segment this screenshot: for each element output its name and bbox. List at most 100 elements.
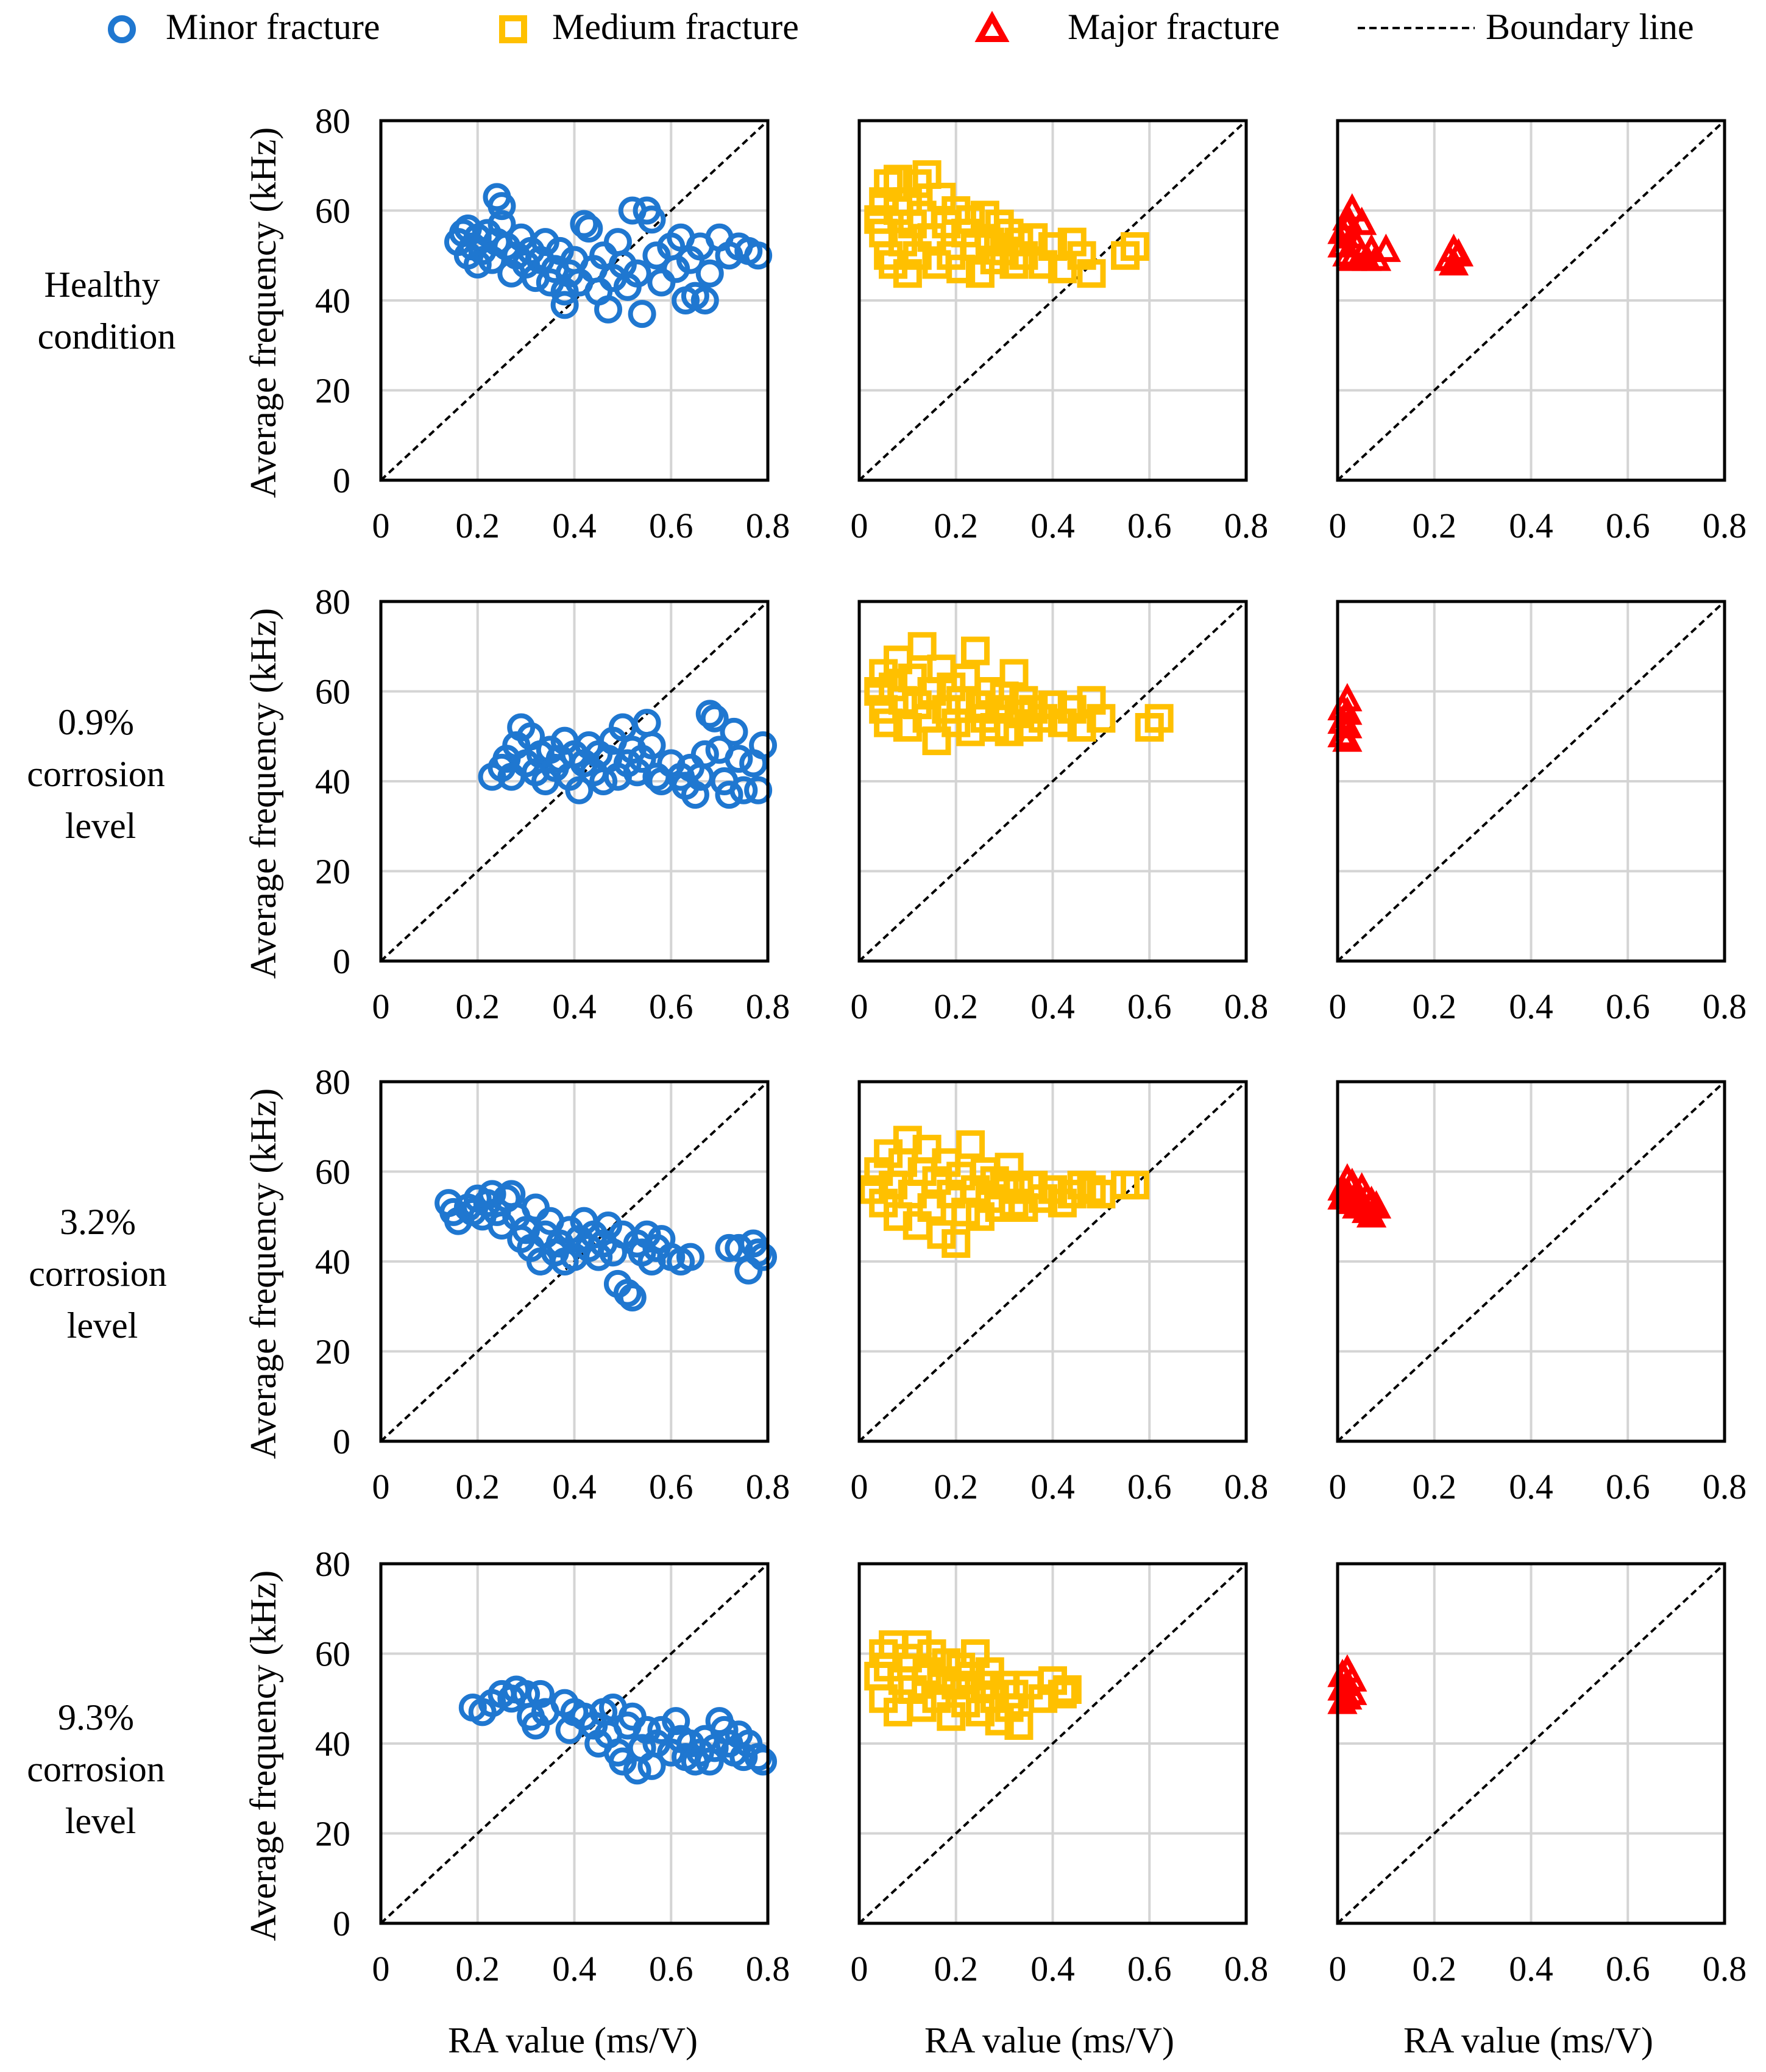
x-tick-label: 0.2 <box>934 1467 979 1506</box>
y-tick-label: 20 <box>315 371 350 411</box>
x-tick-label: 0.8 <box>746 987 790 1026</box>
x-tick-label: 0.2 <box>456 1467 500 1506</box>
row-label-9-3-percent: 9.3% corrosion level <box>27 1697 174 1841</box>
y-tick-label: 60 <box>315 1152 350 1192</box>
data-point <box>1347 207 1377 235</box>
y-tick-label: 40 <box>315 762 350 801</box>
x-tick-label: 0.8 <box>1224 987 1269 1026</box>
legend-boundary-label: Boundary line <box>1486 7 1694 47</box>
panel-r3-c1: 0 0.2 0.4 0.6 0.8 0 20 40 60 80 Average frequency … <box>243 1062 790 1506</box>
boundary-line <box>858 119 1247 481</box>
y-tick-label: 0 <box>333 1904 350 1943</box>
y-tick-label: 80 <box>315 1062 350 1102</box>
x-tick-label: 0.2 <box>1413 987 1457 1026</box>
data-point <box>603 228 632 257</box>
x-axis-titles: RA value (ms/V) RA value (ms/V) RA value… <box>448 2020 1653 2060</box>
data-point <box>749 1747 778 1776</box>
x-tick-label: 0.8 <box>1703 987 1747 1026</box>
series-minor-fracture <box>478 700 778 809</box>
x-tick-label: 0.4 <box>1030 1949 1075 1989</box>
data-point <box>956 1130 985 1159</box>
data-point <box>700 704 729 733</box>
data-point <box>575 215 603 243</box>
panel-r2-c1: 0 0.2 0.4 0.6 0.8 0 20 40 60 80 Average frequency … <box>243 582 790 1026</box>
x-tick-label: 0.6 <box>1606 506 1650 545</box>
data-point <box>744 1743 773 1772</box>
series-medium-fracture <box>859 1126 1149 1258</box>
data-point <box>662 1707 690 1736</box>
legend-minor-label: Minor fracture <box>166 7 380 47</box>
x-tick-label: 0.2 <box>934 987 979 1026</box>
x-tick-label: 0 <box>1329 1949 1347 1989</box>
series-minor-fracture <box>444 183 773 328</box>
panel-r1-c1: 0 0.2 0.4 0.6 0.8 0 20 40 60 80 Average frequency … <box>243 101 790 545</box>
y-axis-title: Average frequency (kHz) <box>243 608 283 979</box>
data-point <box>695 259 724 288</box>
x-tick-label: 0.6 <box>1127 1949 1172 1989</box>
legend-major-marker <box>974 10 1010 42</box>
x-tick-label: 0.8 <box>1224 1949 1269 1989</box>
series-minor-fracture <box>434 1180 778 1311</box>
x-tick-label: 0.6 <box>1127 1467 1172 1506</box>
data-point <box>584 1243 613 1271</box>
row-label-9-3-line-3: level <box>65 1801 137 1841</box>
x-tick-label: 0.8 <box>1703 1949 1747 1989</box>
x-tick-label: 0.4 <box>1509 506 1553 545</box>
data-point <box>946 254 976 283</box>
data-point <box>1332 683 1363 712</box>
data-point <box>570 210 598 238</box>
x-tick-label: 0.6 <box>1606 1949 1650 1989</box>
row-label-healthy-line-1: Healthy <box>44 264 160 305</box>
row-label-3-2-line-1: 3.2% <box>60 1202 136 1242</box>
data-point <box>961 1639 990 1668</box>
panel-r1-c2: 0 0.2 0.4 0.6 0.8 <box>851 119 1268 545</box>
x-tick-label: 0.2 <box>1413 506 1457 545</box>
boundary-line <box>380 1563 769 1925</box>
x-tick-label: 0.4 <box>1030 1467 1075 1506</box>
x-tick-label: 0.4 <box>1509 1949 1553 1989</box>
data-point <box>690 286 719 314</box>
x-tick-label: 0 <box>851 1949 868 1989</box>
x-tick-label: 0.2 <box>1413 1949 1457 1989</box>
data-point <box>676 1243 704 1271</box>
data-point <box>1443 238 1474 267</box>
data-point <box>488 192 516 221</box>
data-point <box>1332 709 1363 739</box>
legend-item-boundary: Boundary line <box>1358 7 1694 47</box>
data-point <box>710 1715 739 1744</box>
data-point <box>1332 696 1363 725</box>
x-tick-label: 0 <box>372 987 390 1026</box>
x-axis-title-col-1: RA value (ms/V) <box>448 2020 698 2060</box>
x-tick-label: 0.8 <box>746 1949 790 1989</box>
plot-frame <box>1336 119 1726 482</box>
x-tick-label: 0.2 <box>1413 1467 1457 1506</box>
data-point <box>681 781 709 809</box>
legend-minor-marker <box>108 15 136 43</box>
x-tick-label: 0 <box>851 506 868 545</box>
row-label-3-2-percent: 3.2% corrosion level <box>29 1202 176 1346</box>
data-point <box>744 1238 773 1267</box>
data-point <box>1361 1190 1392 1219</box>
data-point <box>1144 704 1174 733</box>
x-tick-label: 0.6 <box>649 1949 693 1989</box>
data-point <box>1337 1663 1367 1692</box>
y-tick-label: 60 <box>315 672 350 712</box>
series-minor-fracture <box>458 1675 778 1785</box>
data-point <box>1087 704 1116 733</box>
plot-frame <box>1336 1562 1726 1925</box>
legend-item-medium: Medium fracture <box>499 7 799 47</box>
data-point <box>623 259 651 288</box>
data-point <box>1004 1711 1034 1740</box>
data-point <box>874 708 903 737</box>
boundary-line <box>1336 1563 1726 1925</box>
x-tick-label: 0.8 <box>1224 1467 1269 1506</box>
x-tick-label: 0.2 <box>456 506 500 545</box>
y-tick-label: 20 <box>315 852 350 892</box>
y-tick-label: 20 <box>315 1332 350 1372</box>
data-point <box>942 1229 971 1258</box>
row-label-0-9-percent: 0.9% corrosion level <box>27 702 174 846</box>
y-tick-label: 20 <box>315 1814 350 1854</box>
plot-frame <box>857 1080 1248 1443</box>
x-tick-label: 0 <box>372 1467 390 1506</box>
